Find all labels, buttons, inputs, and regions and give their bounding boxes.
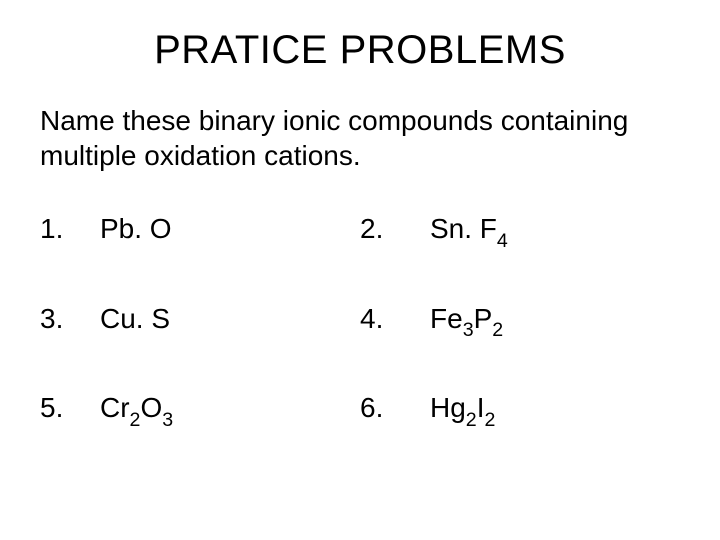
problems-grid: 1. Pb. O 2. Sn. F4 3. Cu. S 4. Fe3P2 5. … xyxy=(0,173,720,430)
slide-title: PRATICE PROBLEMS xyxy=(0,0,720,73)
problem-formula: Fe3P2 xyxy=(430,303,680,341)
problem-number: 4. xyxy=(360,303,430,341)
subscript: 4 xyxy=(497,230,508,252)
subscript: 3 xyxy=(162,409,173,431)
problem-row: 3. Cu. S 4. Fe3P2 xyxy=(40,303,680,341)
problem-formula: Cr2O3 xyxy=(100,392,360,430)
problem-number: 1. xyxy=(40,213,100,251)
subscript: 3 xyxy=(463,319,474,341)
subscript: 2 xyxy=(492,319,503,341)
problem-row: 1. Pb. O 2. Sn. F4 xyxy=(40,213,680,251)
formula-text: Pb. O xyxy=(100,213,172,244)
slide: PRATICE PROBLEMS Name these binary ionic… xyxy=(0,0,720,540)
formula-text: P xyxy=(474,303,493,334)
problem-number: 2. xyxy=(360,213,430,251)
formula-text: Fe xyxy=(430,303,463,334)
formula-text: O xyxy=(140,392,162,423)
problem-number: 6. xyxy=(360,392,430,430)
subscript: 2 xyxy=(466,409,477,431)
problem-number: 3. xyxy=(40,303,100,341)
formula-text: Hg xyxy=(430,392,466,423)
problem-formula: Pb. O xyxy=(100,213,360,251)
formula-text: Cr xyxy=(100,392,130,423)
formula-text: Sn. F xyxy=(430,213,497,244)
formula-text: Cu. S xyxy=(100,303,170,334)
problem-formula: Cu. S xyxy=(100,303,360,341)
problem-formula: Hg2I2 xyxy=(430,392,680,430)
instructions-text: Name these binary ionic compounds contai… xyxy=(0,73,720,173)
problem-number: 5. xyxy=(40,392,100,430)
subscript: 2 xyxy=(484,409,495,431)
problem-formula: Sn. F4 xyxy=(430,213,680,251)
problem-row: 5. Cr2O3 6. Hg2I2 xyxy=(40,392,680,430)
subscript: 2 xyxy=(130,409,141,431)
